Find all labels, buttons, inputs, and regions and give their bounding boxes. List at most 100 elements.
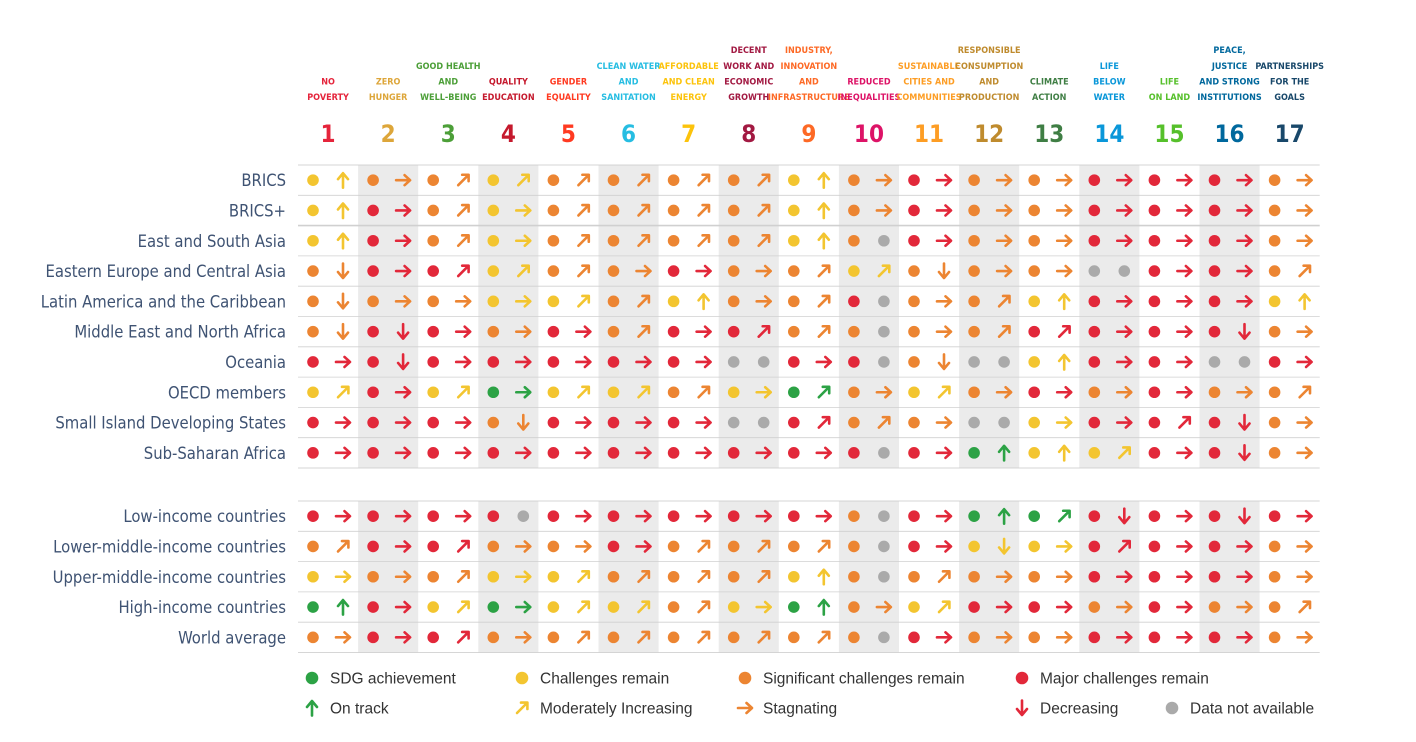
status-dot: [487, 540, 500, 553]
status-dot: [1268, 570, 1281, 583]
status-dot: [788, 510, 800, 522]
trend-arrow: [396, 322, 410, 340]
goal-number: 3: [441, 120, 456, 148]
status-dot: [968, 386, 980, 399]
status-dot: [667, 416, 680, 429]
status-dot: [968, 356, 980, 368]
trend-arrow: [637, 294, 651, 308]
status-cell: [788, 446, 833, 460]
trend-arrow: [575, 540, 592, 553]
status-dot: [547, 356, 560, 368]
status-cell: [1148, 540, 1193, 553]
status-cell: [1268, 173, 1313, 187]
status-cell: [1088, 570, 1133, 584]
legend-item: Stagnating: [736, 701, 837, 718]
status-dot: [908, 204, 920, 217]
status-cell: [307, 631, 352, 644]
legend-label: SDG achievement: [330, 671, 456, 688]
status-dot: [908, 325, 920, 338]
status-cell: [1268, 385, 1312, 399]
trend-arrow: [935, 446, 953, 460]
trend-arrow: [336, 598, 350, 616]
status-cell: [667, 325, 712, 338]
goal-number: 14: [1094, 120, 1124, 148]
status-dot: [487, 631, 500, 644]
status-cell: [607, 173, 651, 187]
status-cell: [667, 264, 712, 278]
goal-number: 1: [321, 120, 336, 148]
status-dot: [968, 265, 980, 277]
status-cell: [427, 295, 472, 308]
status-dot: [607, 386, 620, 399]
status-dot: [1268, 386, 1281, 399]
status-cell: [1028, 540, 1073, 553]
status-dot: [1148, 447, 1161, 459]
trend-arrow: [817, 202, 831, 220]
status-dot: [968, 447, 980, 459]
goal-title-line: ACTION: [1032, 93, 1067, 103]
status-dot: [968, 601, 980, 613]
status-dot: [547, 204, 560, 217]
status-dot: [307, 234, 319, 247]
trend-arrow: [755, 600, 773, 614]
status-dot: [667, 386, 680, 399]
status-cell: [607, 570, 651, 584]
status-cell: [307, 446, 352, 460]
legend-item: Significant challenges remain: [738, 671, 965, 688]
trend-arrow: [334, 631, 352, 644]
legend-arrow: [515, 701, 529, 715]
trend-arrow: [935, 540, 953, 553]
trend-arrow: [454, 325, 472, 338]
status-cell: [487, 264, 530, 278]
status-dot: [547, 447, 560, 459]
status-cell: [968, 570, 1013, 584]
trend-arrow: [516, 173, 530, 187]
trend-arrow: [334, 416, 352, 429]
status-dot: [1028, 356, 1040, 368]
status-dot: [607, 416, 620, 429]
status-cell: [848, 204, 893, 217]
trend-arrow: [637, 234, 651, 248]
status-cell: [727, 324, 771, 338]
status-dot: [848, 447, 860, 459]
status-dot: [1208, 174, 1221, 186]
trend-arrow: [516, 264, 530, 278]
goal-title-line: LIFE: [1100, 62, 1119, 72]
status-cell: [667, 203, 711, 217]
trend-arrow: [935, 295, 953, 308]
trend-arrow: [635, 355, 652, 369]
trend-arrow: [637, 203, 651, 217]
trend-arrow: [1176, 234, 1193, 248]
status-dot: [1148, 570, 1161, 583]
goal-title-line: ZERO: [376, 77, 401, 87]
status-dot: [547, 570, 560, 583]
status-dot: [908, 447, 920, 459]
status-dot: [1148, 234, 1161, 247]
column-band: [838, 501, 899, 653]
status-dot: [1088, 234, 1101, 247]
trend-arrow: [577, 234, 591, 248]
status-dot: [1148, 416, 1161, 429]
status-dot: [487, 570, 500, 583]
status-cell: [367, 570, 412, 584]
trend-na-dot: [878, 510, 890, 522]
trend-arrow: [997, 537, 1011, 555]
trend-arrow: [1057, 509, 1071, 523]
status-cell: [1088, 234, 1133, 248]
goal-title: INDUSTRY, INNOVATION AND INFRASTRUCTURE: [768, 46, 850, 103]
goal-title-line: AND: [438, 77, 458, 87]
trend-arrow: [575, 325, 592, 338]
goal-title: PEACE, JUSTICE AND STRONG INSTITUTIONS: [1197, 46, 1261, 103]
trend-arrow: [575, 446, 592, 460]
goal-title-line: CITIES AND: [903, 77, 955, 87]
status-dot: [1208, 295, 1221, 308]
status-dot: [667, 356, 680, 368]
status-dot: [487, 447, 500, 459]
status-cell: [1268, 234, 1313, 248]
status-cell: [367, 322, 410, 340]
status-dot: [727, 447, 740, 459]
status-cell: [607, 446, 652, 460]
status-dot: [367, 356, 379, 368]
status-cell: [1028, 173, 1073, 187]
status-cell: [1148, 173, 1193, 187]
